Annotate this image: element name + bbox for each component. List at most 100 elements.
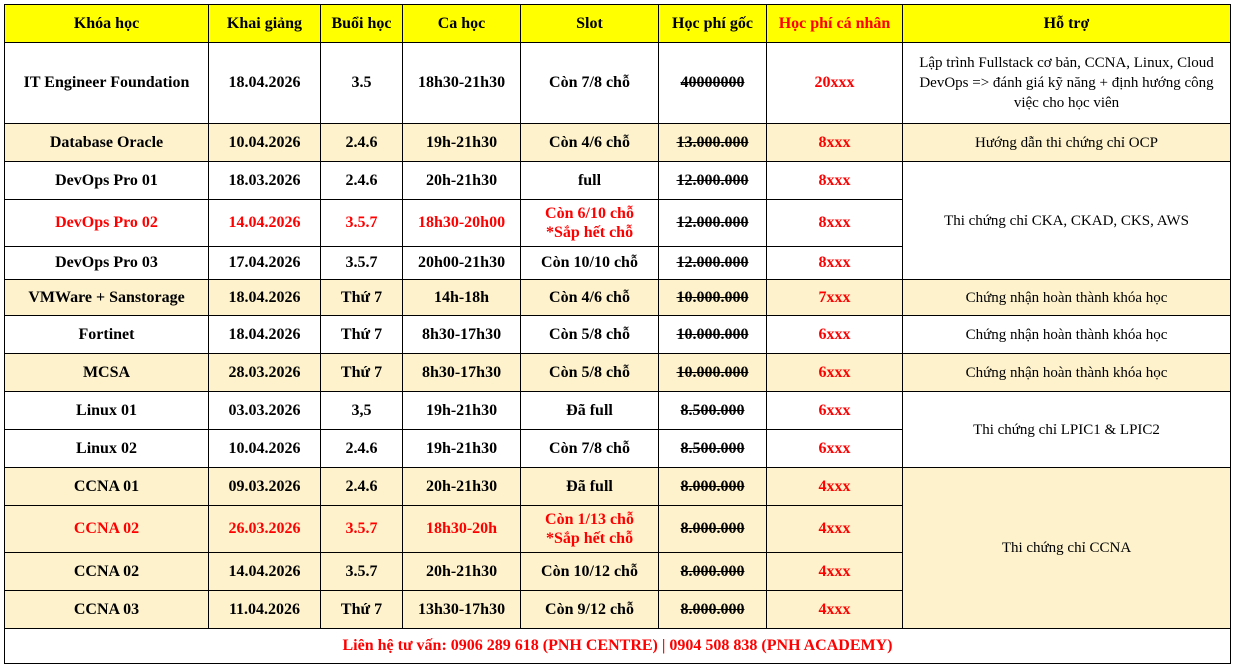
original-fee: 8.000.000 (658, 505, 767, 553)
original-fee: 8.000.000 (658, 590, 767, 629)
start-date: 14.04.2026 (208, 199, 321, 247)
slot-status: Còn 5/8 chỗ (520, 315, 659, 354)
support-info: Thi chứng chỉ CCNA (902, 467, 1231, 629)
personal-fee: 6xxx (766, 429, 903, 468)
slot-status: Còn 4/6 chỗ (520, 279, 659, 316)
class-shift: 19h-21h30 (402, 429, 521, 468)
original-fee: 8.500.000 (658, 391, 767, 430)
slot-status: Còn 6/10 chỗ *Sắp hết chỗ (520, 199, 659, 247)
header-support: Hỗ trợ (902, 4, 1231, 43)
study-days: 2.4.6 (320, 429, 403, 468)
course-name: CCNA 01 (4, 467, 209, 506)
study-days: 2.4.6 (320, 161, 403, 200)
personal-fee: 6xxx (766, 391, 903, 430)
start-date: 18.03.2026 (208, 161, 321, 200)
original-fee: 8.000.000 (658, 552, 767, 591)
start-date: 09.03.2026 (208, 467, 321, 506)
course-schedule-table: Khóa học Khai giảng Buổi học Ca học Slot… (4, 4, 1231, 664)
personal-fee: 8xxx (766, 123, 903, 162)
course-name: Linux 01 (4, 391, 209, 430)
personal-fee: 7xxx (766, 279, 903, 316)
table-row: DevOps Pro 02 14.04.2026 3.5.7 18h30-20h… (4, 199, 1231, 247)
original-fee: 12.000.000 (658, 246, 767, 280)
slot-status: Còn 9/12 chỗ (520, 590, 659, 629)
study-days: Thứ 7 (320, 590, 403, 629)
class-shift: 20h00-21h30 (402, 246, 521, 280)
original-fee: 12.000.000 (658, 199, 767, 247)
original-fee: 8.000.000 (658, 467, 767, 506)
class-shift: 8h30-17h30 (402, 315, 521, 354)
study-days: 3.5.7 (320, 199, 403, 247)
table-row: IT Engineer Foundation 18.04.2026 3.5 18… (4, 42, 1231, 124)
header-slot: Slot (520, 4, 659, 43)
personal-fee: 6xxx (766, 315, 903, 354)
start-date: 18.04.2026 (208, 42, 321, 124)
slot-status: Còn 1/13 chỗ *Sắp hết chỗ (520, 505, 659, 553)
slot-warning: *Sắp hết chỗ (545, 224, 634, 241)
study-days: Thứ 7 (320, 353, 403, 392)
support-info: Chứng nhận hoàn thành khóa học (902, 353, 1231, 392)
start-date: 28.03.2026 (208, 353, 321, 392)
slot-count: Còn 1/13 chỗ (545, 511, 634, 528)
study-days: 3.5.7 (320, 246, 403, 280)
class-shift: 20h-21h30 (402, 552, 521, 591)
table-row: Database Oracle 10.04.2026 2.4.6 19h-21h… (4, 123, 1231, 162)
personal-fee: 4xxx (766, 552, 903, 591)
study-days: Thứ 7 (320, 279, 403, 316)
header-start: Khai giảng (208, 4, 321, 43)
personal-fee: 4xxx (766, 467, 903, 506)
personal-fee: 4xxx (766, 590, 903, 629)
slot-status: Đã full (520, 467, 659, 506)
class-shift: 20h-21h30 (402, 161, 521, 200)
course-name: Fortinet (4, 315, 209, 354)
course-name: VMWare + Sanstorage (4, 279, 209, 316)
original-fee: 12.000.000 (658, 161, 767, 200)
original-fee: 10.000.000 (658, 279, 767, 316)
slot-count: Còn 6/10 chỗ (545, 205, 634, 222)
start-date: 10.04.2026 (208, 123, 321, 162)
table-row: Linux 01 03.03.2026 3,5 19h-21h30 Đã ful… (4, 391, 1231, 468)
course-name: CCNA 02 (4, 505, 209, 553)
table-row: Fortinet 18.04.2026 Thứ 7 8h30-17h30 Còn… (4, 315, 1231, 354)
start-date: 03.03.2026 (208, 391, 321, 430)
personal-fee: 8xxx (766, 246, 903, 280)
slot-status: Còn 10/12 chỗ (520, 552, 659, 591)
table-row: CCNA 02 26.03.2026 3.5.7 18h30-20h Còn 1… (4, 505, 1231, 553)
support-info: Thi chứng chỉ CKA, CKAD, CKS, AWS (902, 161, 1231, 280)
study-days: 3.5.7 (320, 505, 403, 553)
personal-fee: 8xxx (766, 199, 903, 247)
class-shift: 19h-21h30 (402, 391, 521, 430)
start-date: 18.04.2026 (208, 315, 321, 354)
header-shift: Ca học (402, 4, 521, 43)
class-shift: 18h30-20h00 (402, 199, 521, 247)
original-fee: 10.000.000 (658, 315, 767, 354)
header-row: Khóa học Khai giảng Buổi học Ca học Slot… (4, 4, 1231, 43)
study-days: Thứ 7 (320, 315, 403, 354)
start-date: 18.04.2026 (208, 279, 321, 316)
slot-status: Đã full (520, 391, 659, 430)
header-course: Khóa học (4, 4, 209, 43)
start-date: 26.03.2026 (208, 505, 321, 553)
class-shift: 20h-21h30 (402, 467, 521, 506)
slot-status: Còn 10/10 chỗ (520, 246, 659, 280)
table-row: Linux 02 10.04.2026 2.4.6 19h-21h30 Còn … (4, 429, 1231, 468)
table-row: DevOps Pro 03 17.04.2026 3.5.7 20h00-21h… (4, 246, 1231, 280)
header-days: Buổi học (320, 4, 403, 43)
header-personal-fee: Học phí cá nhân (766, 4, 903, 43)
class-shift: 19h-21h30 (402, 123, 521, 162)
class-shift: 18h30-20h (402, 505, 521, 553)
course-name: CCNA 02 (4, 552, 209, 591)
study-days: 2.4.6 (320, 467, 403, 506)
header-orig-fee: Học phí gốc (658, 4, 767, 43)
personal-fee: 20xxx (766, 42, 903, 124)
support-info: Chứng nhận hoàn thành khóa học (902, 315, 1231, 354)
support-info: Thi chứng chỉ LPIC1 & LPIC2 (902, 391, 1231, 468)
personal-fee: 8xxx (766, 161, 903, 200)
slot-status: Còn 4/6 chỗ (520, 123, 659, 162)
study-days: 2.4.6 (320, 123, 403, 162)
table-row: MCSA 28.03.2026 Thứ 7 8h30-17h30 Còn 5/8… (4, 353, 1231, 392)
personal-fee: 4xxx (766, 505, 903, 553)
class-shift: 8h30-17h30 (402, 353, 521, 392)
original-fee: 8.500.000 (658, 429, 767, 468)
slot-status: Còn 7/8 chỗ (520, 429, 659, 468)
